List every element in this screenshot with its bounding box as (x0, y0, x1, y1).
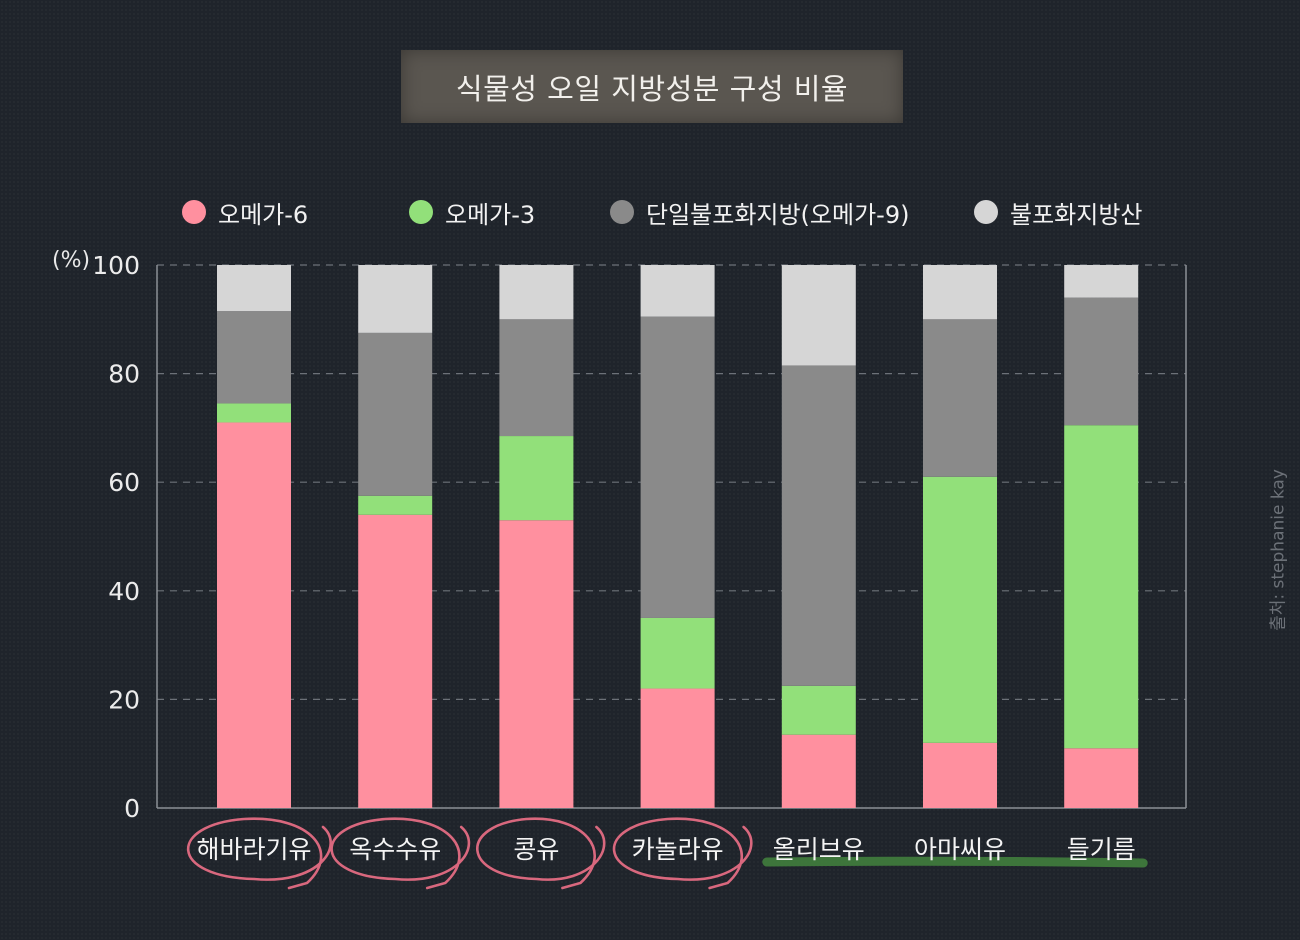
legend-swatch-mono (610, 200, 634, 224)
bar-segment-2 (781, 685, 856, 735)
bar-segment-2 (923, 476, 997, 743)
legend-item-sat: 불포화지방산 (974, 190, 1142, 234)
bar-segment-1 (640, 688, 715, 808)
chart-title: 식물성 오일 지방성분 구성 비율 (455, 71, 849, 106)
y-tick-label: 40 (108, 577, 140, 606)
x-tick-label: 올리브유 (773, 835, 865, 864)
bar-segment-3 (781, 365, 856, 686)
y-tick-label: 80 (108, 360, 140, 389)
bar-segment-3 (1064, 297, 1139, 426)
bar-segment-4 (358, 265, 433, 333)
bar-segment-1 (217, 422, 291, 808)
circle-annotation (612, 817, 753, 890)
bar-segment-1 (923, 742, 997, 808)
legend-swatch-omega6 (182, 200, 206, 224)
bar-segment-2 (217, 403, 291, 423)
legend-item-omega3: 오메가-3 (409, 190, 535, 234)
bar-segment-1 (1064, 748, 1139, 808)
x-tick-label: 해바라기유 (196, 835, 311, 864)
bar-segment-4 (640, 265, 715, 317)
legend-item-mono: 단일불포화지방(오메가-9) (610, 190, 909, 234)
bar-segment-1 (781, 734, 856, 808)
y-tick-label: 0 (124, 794, 140, 823)
bar-segment-4 (1064, 265, 1139, 298)
y-axis-unit-label: (%) (52, 248, 91, 273)
bar-segment-2 (358, 495, 433, 515)
y-tick-label: 20 (108, 685, 140, 714)
x-tick-label: 콩유 (513, 835, 559, 864)
legend-label-omega6: 오메가-6 (218, 200, 309, 229)
legend-swatch-sat (974, 200, 998, 224)
legend-swatch-omega3 (409, 200, 433, 224)
bar-segment-2 (640, 617, 715, 689)
y-tick-label: 100 (92, 251, 140, 280)
bar-segment-4 (923, 265, 997, 320)
bar-segment-2 (1064, 425, 1139, 749)
circle-annotation (186, 817, 332, 890)
legend-label-omega3: 오메가-3 (445, 200, 536, 229)
chart-title-box: 식물성 오일 지방성분 구성 비율 (401, 50, 903, 123)
x-tick-label: 아마씨유 (914, 835, 1006, 864)
legend-item-omega6: 오메가-6 (182, 190, 308, 234)
bar-segment-3 (640, 316, 715, 618)
bar-segment-3 (358, 332, 433, 496)
legend-label-mono: 단일불포화지방(오메가-9) (646, 200, 910, 229)
bar-segment-3 (499, 319, 574, 437)
bar-segment-4 (217, 265, 291, 312)
bar-segment-3 (217, 311, 291, 404)
bar-segment-4 (781, 265, 856, 366)
x-tick-label: 들기름 (1067, 835, 1136, 864)
legend: 오메가-6 오메가-3 단일불포화지방(오메가-9) 불포화지방산 (0, 190, 1300, 234)
bar-segment-2 (499, 436, 574, 521)
legend-label-sat: 불포화지방산 (1010, 200, 1143, 229)
bar-segment-3 (923, 319, 997, 477)
underline-annotation (762, 856, 1148, 868)
source-credit: 출처: stephanie kay (1268, 469, 1289, 631)
circle-annotation (476, 817, 606, 890)
bar-segment-4 (499, 265, 574, 320)
bar-segment-1 (358, 514, 433, 808)
bar-segment-1 (499, 520, 574, 808)
y-tick-label: 60 (108, 468, 140, 497)
x-tick-label: 카놀라유 (632, 835, 724, 864)
circle-annotation (330, 817, 471, 890)
x-tick-label: 옥수수유 (349, 835, 441, 864)
